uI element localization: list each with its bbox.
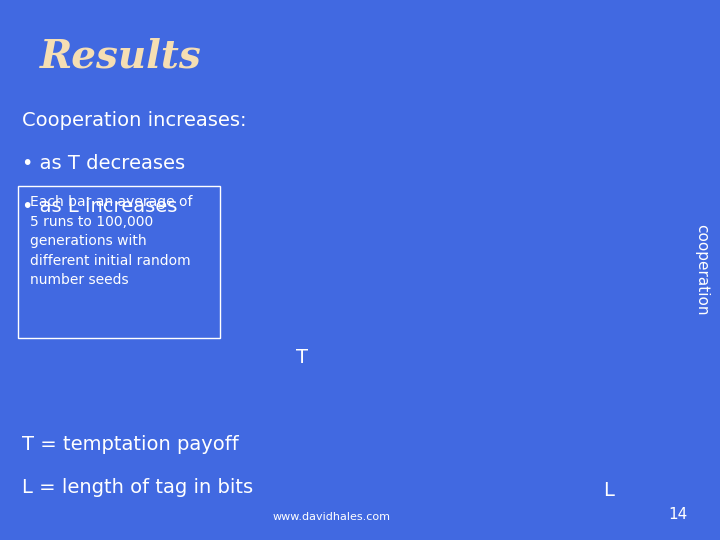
Text: Results: Results xyxy=(40,38,202,76)
Text: T: T xyxy=(297,348,308,367)
Text: www.davidhales.com: www.davidhales.com xyxy=(272,512,390,522)
Text: • as L increases: • as L increases xyxy=(22,197,177,216)
Text: 14: 14 xyxy=(668,507,688,522)
FancyBboxPatch shape xyxy=(18,186,220,338)
Text: L = length of tag in bits: L = length of tag in bits xyxy=(22,478,253,497)
Text: • as T decreases: • as T decreases xyxy=(22,154,185,173)
Text: Each bar an average of
5 runs to 100,000
generations with
different initial rand: Each bar an average of 5 runs to 100,000… xyxy=(30,195,193,287)
Text: Cooperation increases:: Cooperation increases: xyxy=(22,111,246,130)
Text: T = temptation payoff: T = temptation payoff xyxy=(22,435,238,454)
Text: L: L xyxy=(603,481,614,500)
Text: cooperation: cooperation xyxy=(695,224,709,316)
